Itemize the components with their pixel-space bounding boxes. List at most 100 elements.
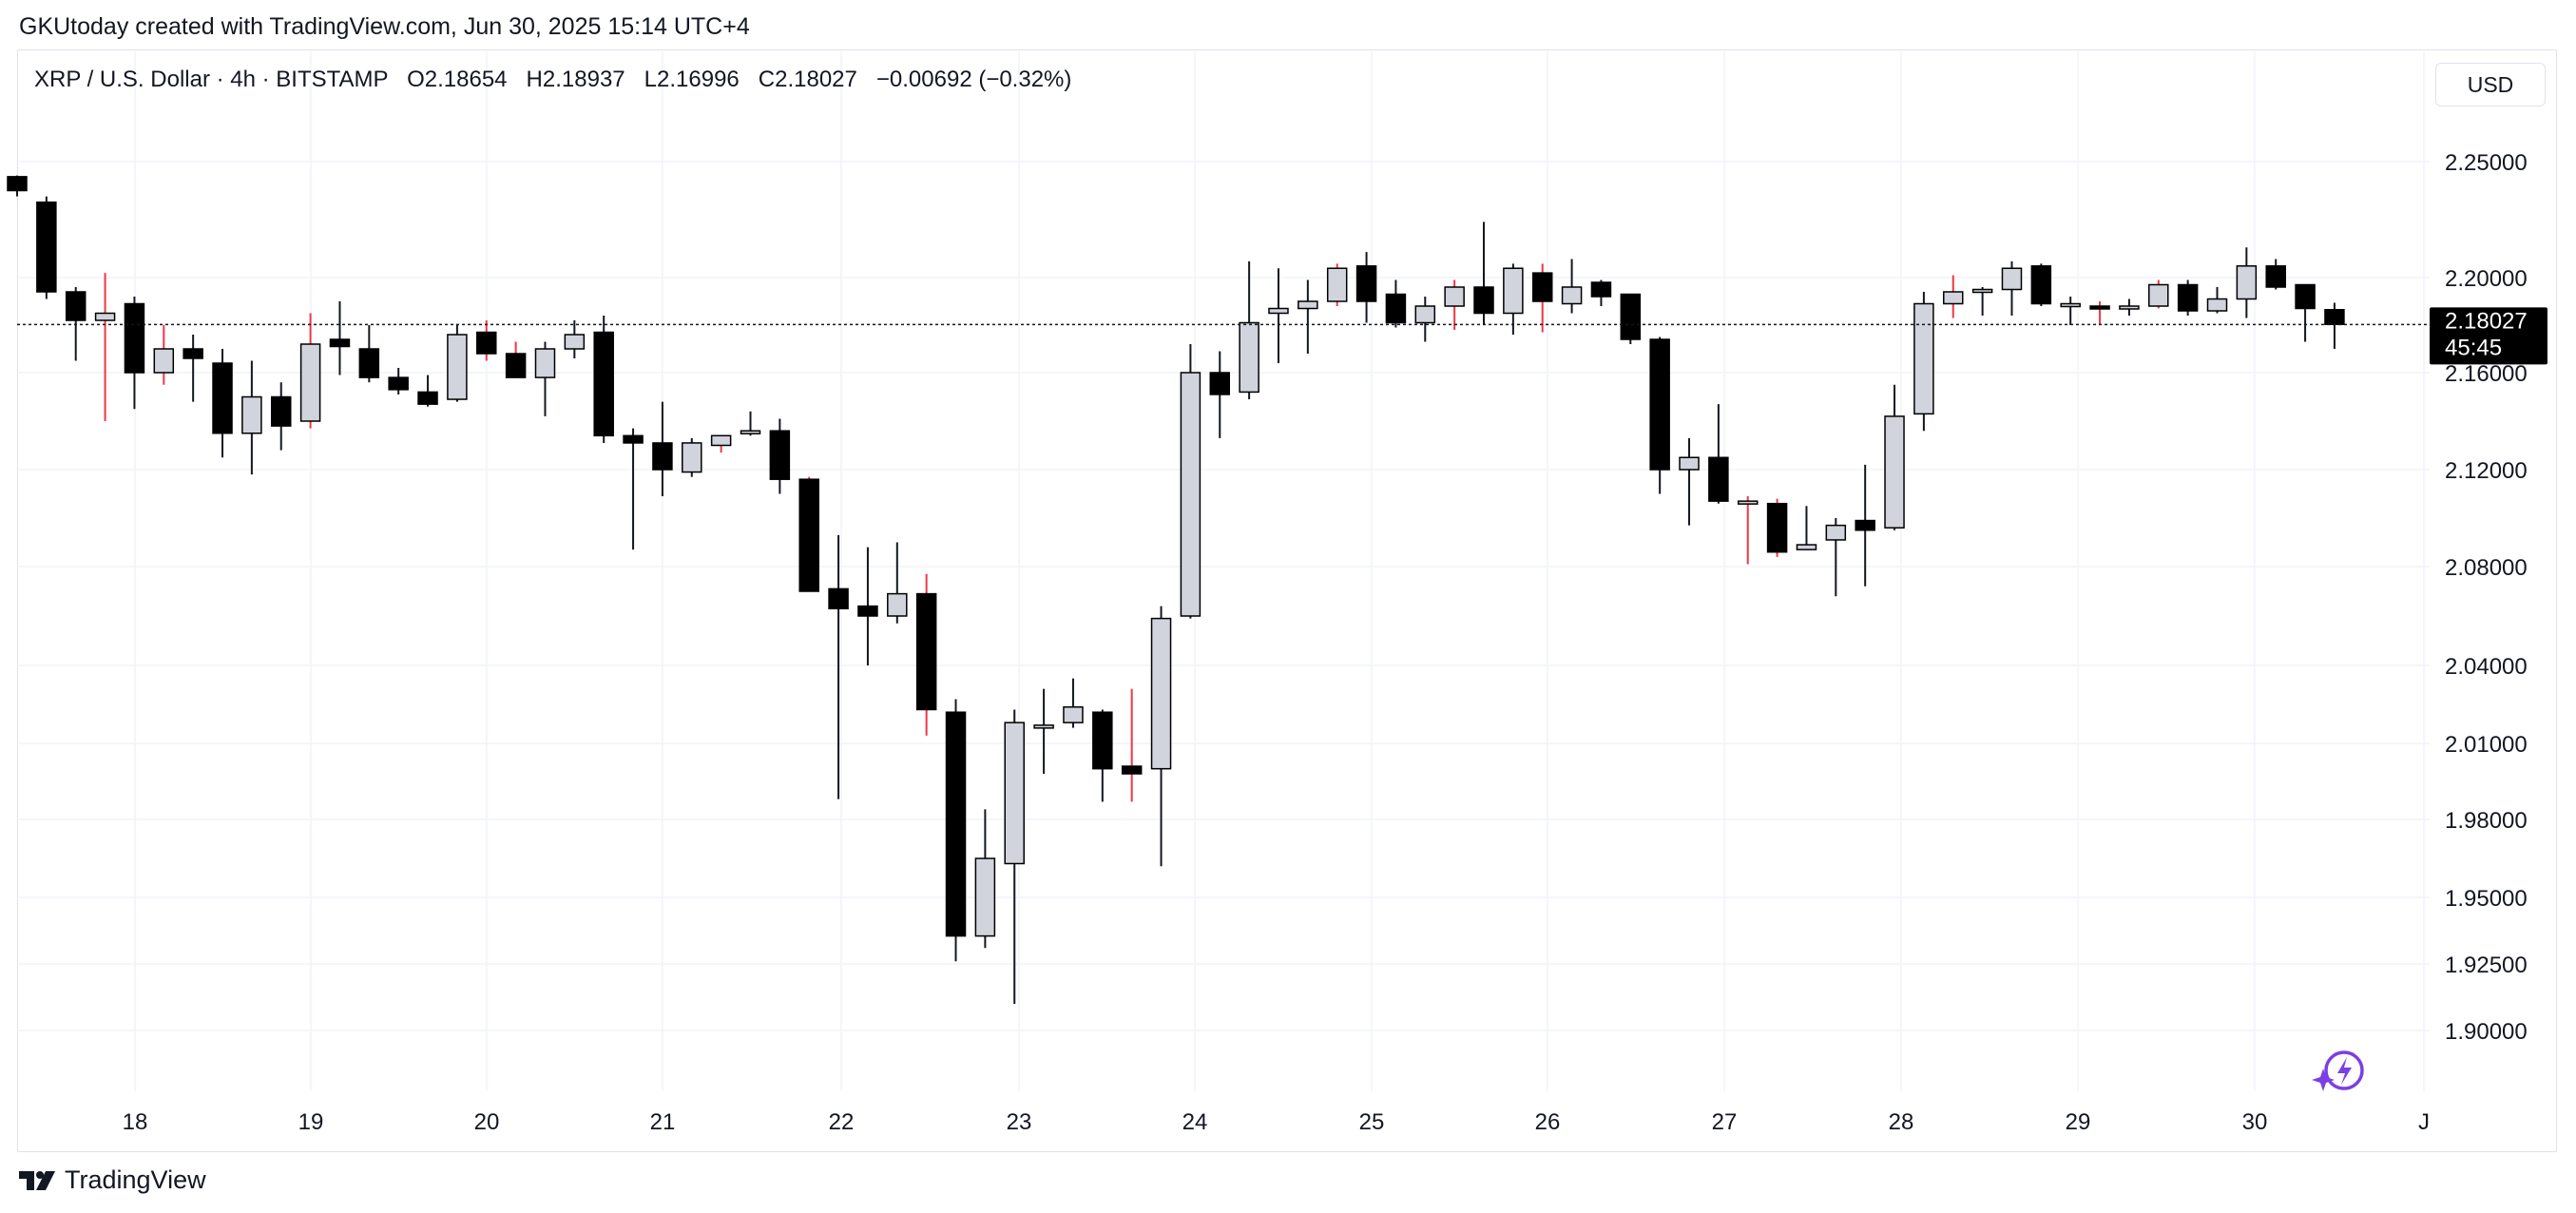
candle-body <box>1943 291 1964 305</box>
candle <box>2236 247 2258 318</box>
candle-body <box>1355 265 1377 302</box>
candle-body <box>1444 286 1465 307</box>
time-tick-label: 30 <box>2242 1109 2268 1135</box>
candle-body <box>534 348 556 378</box>
candle <box>974 809 996 949</box>
candle <box>1326 263 1348 306</box>
candle <box>358 325 380 383</box>
candle <box>1943 275 1964 318</box>
time-tick-label: 23 <box>1007 1109 1032 1135</box>
candle-body <box>740 430 761 434</box>
candle-body <box>1679 456 1700 471</box>
candle-body <box>1503 267 1524 315</box>
price-tick-label: 2.12000 <box>2445 458 2528 484</box>
created-with-note: GKUtoday created with TradingView.com, J… <box>19 13 750 40</box>
time-tick-label: J <box>2418 1109 2430 1135</box>
candle-body <box>1708 456 1729 502</box>
candle-body <box>2324 309 2345 325</box>
candle-body <box>1385 293 1407 324</box>
candle <box>241 360 262 475</box>
candle-body <box>1268 307 1289 315</box>
candle-body <box>1796 544 1817 550</box>
candle-body <box>1414 305 1436 324</box>
candle <box>1150 606 1172 867</box>
candle-body <box>1180 372 1201 617</box>
candle-body <box>388 376 409 391</box>
candle-body <box>1239 321 1259 394</box>
candle-body <box>2236 265 2258 300</box>
candle-body <box>2295 283 2316 310</box>
tradingview-logo-icon <box>19 1170 55 1190</box>
price-tick-label: 1.98000 <box>2445 808 2528 834</box>
candle-body <box>2206 298 2228 312</box>
candle <box>887 542 908 624</box>
candle <box>1355 252 1377 323</box>
candle <box>1708 404 1729 504</box>
chart-frame <box>17 49 2557 1152</box>
candle <box>2206 287 2228 314</box>
candle <box>1180 344 1201 619</box>
candle-body <box>2089 305 2110 310</box>
candle-body <box>476 331 497 355</box>
candle <box>2177 279 2199 316</box>
candle <box>1737 496 1759 565</box>
candle <box>1679 437 1700 526</box>
candles-layer <box>7 175 2345 1004</box>
assistant-icon-sparkle <box>2312 1069 2335 1091</box>
ohlc-low: L2.16996 <box>644 67 740 92</box>
candle <box>212 349 233 458</box>
price-tick-label: 2.08000 <box>2445 555 2528 581</box>
candle <box>299 313 321 429</box>
candle <box>1209 351 1231 438</box>
time-tick-label: 28 <box>1889 1109 1914 1135</box>
candle <box>2295 283 2316 342</box>
candle <box>1825 518 1847 597</box>
candle-body <box>329 338 351 348</box>
candle-body <box>945 711 967 937</box>
candle-body <box>36 201 57 293</box>
candle <box>2060 297 2081 325</box>
candle <box>652 401 673 497</box>
candle-body <box>7 176 28 192</box>
candle <box>1561 259 1583 314</box>
candle-body <box>2177 283 2199 312</box>
price-axis: 2.25000 2.20000 2.16000 2.12000 2.08000 2.040… <box>2445 150 2528 1045</box>
candle-body <box>1649 338 1670 471</box>
candle <box>769 418 791 494</box>
candle-body <box>1971 288 1993 294</box>
candle-body <box>1063 705 1084 723</box>
candle <box>2265 259 2286 290</box>
currency-button[interactable]: USD <box>2435 63 2546 106</box>
candle-body <box>2119 305 2140 310</box>
sparkle-lightning-icon[interactable] <box>2312 1050 2364 1091</box>
candle <box>2148 279 2169 309</box>
time-tick-label: 24 <box>1182 1109 1208 1135</box>
candle-body <box>153 348 175 374</box>
candle <box>1913 292 1934 432</box>
tradingview-brand[interactable]: TradingView <box>19 1165 206 1195</box>
candle <box>1004 709 1025 1004</box>
candle-body <box>1209 372 1231 395</box>
candle-body <box>94 312 116 321</box>
symbol-name: XRP / U.S. Dollar · 4h · BITSTAMP <box>34 67 389 92</box>
chart-grid <box>17 51 2430 1091</box>
candle-body <box>915 592 937 711</box>
candle <box>945 699 967 962</box>
candle-body <box>1150 617 1172 770</box>
candle <box>534 341 556 416</box>
time-tick-label: 19 <box>298 1109 324 1135</box>
current-price-tag-background <box>2430 307 2547 365</box>
candle-body <box>1855 519 1875 531</box>
candle-body <box>241 395 262 434</box>
candle-body <box>1298 300 1318 310</box>
price-tick-label: 2.25000 <box>2445 150 2528 176</box>
assistant-icon-bolt <box>2337 1057 2352 1085</box>
candle-body <box>1004 722 1025 865</box>
candle <box>1590 279 1612 306</box>
candle <box>1620 293 1642 344</box>
candle <box>1092 709 1113 802</box>
candle <box>828 534 849 799</box>
candle-body <box>1913 302 1934 415</box>
candle <box>1531 263 1553 333</box>
